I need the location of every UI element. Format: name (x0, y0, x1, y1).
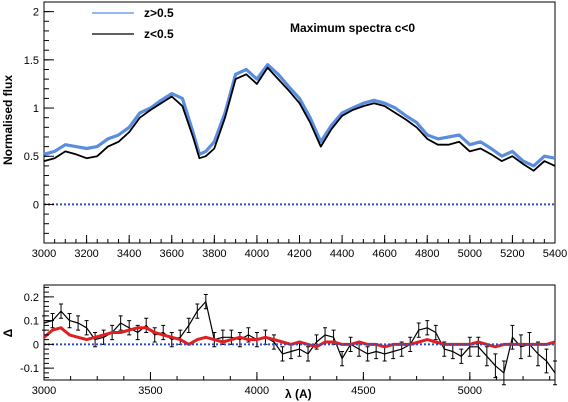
legend-label-z-gt: z>0.5 (144, 6, 174, 20)
top-x-tick-label: 3800 (202, 248, 226, 260)
bottom-y-tick-label: -0.1 (20, 363, 39, 375)
top-x-tick-label: 3000 (32, 248, 56, 260)
top-y-tick-label: 2 (33, 7, 39, 19)
top-x-tick-label: 4400 (330, 248, 354, 260)
bottom-y-ticks: -0.1 0 0.1 0.2 (20, 286, 54, 379)
top-x-tick-label: 4800 (415, 248, 439, 260)
bottom-x-ticks: 3000 3500 4000 4500 5000 (32, 372, 551, 397)
top-y-axis-label: Normalised flux (1, 75, 15, 165)
top-y-ticks: 0 0.5 1 1.5 2 (24, 7, 54, 244)
bottom-x-tick-label: 3500 (138, 385, 162, 397)
bottom-y-axis-label: Δ (1, 328, 15, 337)
top-y-tick-label: 1 (33, 103, 39, 115)
top-x-tick-label: 5200 (500, 248, 524, 260)
top-x-tick-label: 3200 (74, 248, 98, 260)
top-x-tick-label: 4000 (245, 248, 269, 260)
bottom-y-tick-label: 0.2 (24, 292, 39, 304)
top-x-ticks: 3000 3200 3400 3600 3800 4000 4200 4400 4600 4800… (32, 235, 567, 260)
bottom-y-tick-label: 0 (33, 339, 39, 351)
bottom-x-tick-label: 4000 (245, 385, 269, 397)
top-y-tick-label: 1.5 (24, 55, 39, 67)
top-x-tick-label: 3600 (160, 248, 184, 260)
bottom-x-tick-label: 3000 (32, 385, 56, 397)
top-y-tick-label: 0.5 (24, 151, 39, 163)
top-series-line-0 (43, 63, 556, 168)
legend: z>0.5 z<0.5 (92, 6, 174, 41)
top-x-tick-label: 3400 (117, 248, 141, 260)
chart-annotation: Maximum spectra c<0 (290, 21, 415, 35)
top-x-tick-label: 5400 (543, 248, 567, 260)
bottom-y-tick-label: 0.1 (24, 316, 39, 328)
top-x-tick-label: 4600 (372, 248, 396, 260)
top-panel: 3000 3200 3400 3600 3800 4000 4200 4400 4600 4800… (1, 1, 567, 260)
top-series-layer (43, 63, 556, 206)
top-x-tick-label: 5000 (458, 248, 482, 260)
legend-label-z-lt: z<0.5 (144, 27, 174, 41)
bottom-series-layer (42, 294, 557, 386)
top-y-tick-label: 0 (33, 199, 39, 211)
bottom-x-tick-label: 5000 (458, 385, 482, 397)
top-plot-frame (43, 1, 556, 244)
bottom-x-tick-label: 4500 (351, 385, 375, 397)
bottom-panel: 3000 3500 4000 4500 5000 -0.1 0 0.1 0.2 Δ λ (A) (1, 284, 557, 401)
top-series-line-1 (43, 66, 556, 172)
bottom-plot-frame (43, 284, 556, 381)
top-x-tick-label: 4200 (287, 248, 311, 260)
bottom-x-axis-label: λ (A) (285, 387, 312, 401)
